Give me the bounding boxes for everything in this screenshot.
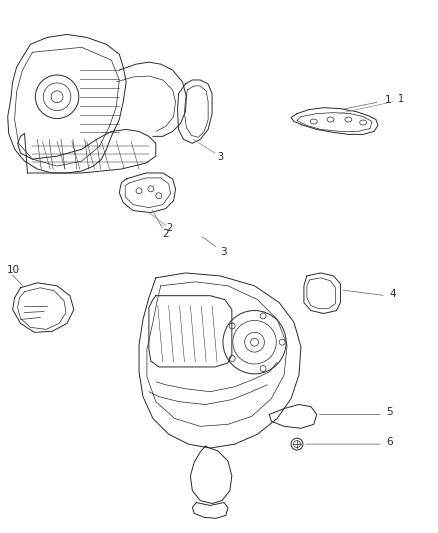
- Text: 1: 1: [385, 95, 392, 105]
- Text: 3: 3: [217, 152, 223, 162]
- Text: 2: 2: [167, 223, 173, 233]
- Text: 2: 2: [163, 229, 170, 239]
- Text: 4: 4: [390, 289, 396, 298]
- Text: 3: 3: [220, 247, 226, 257]
- Text: 5: 5: [386, 407, 392, 417]
- Text: 1: 1: [398, 94, 404, 104]
- Text: 10: 10: [7, 265, 20, 275]
- Text: 6: 6: [386, 437, 392, 447]
